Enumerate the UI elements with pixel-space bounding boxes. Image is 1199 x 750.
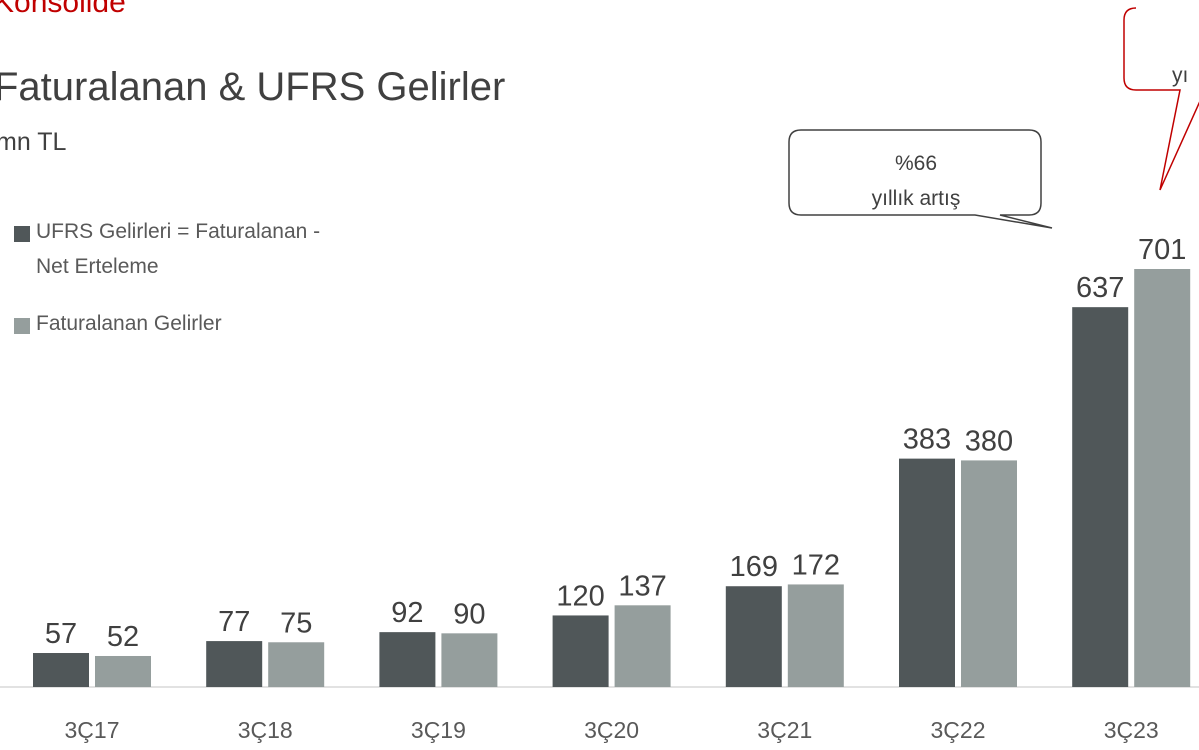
data-label: 57	[45, 618, 77, 650]
data-label: 172	[792, 549, 840, 581]
bar	[899, 458, 955, 687]
data-label: 75	[280, 607, 312, 639]
legend-item: Faturalanan Gelirler	[14, 312, 336, 341]
bar	[725, 586, 782, 687]
legend-swatch	[14, 226, 30, 242]
data-label: 92	[391, 597, 423, 629]
callout	[788, 129, 1053, 229]
bar	[379, 632, 436, 687]
data-label: 90	[453, 598, 485, 630]
bar	[441, 633, 498, 687]
bar	[552, 615, 609, 687]
bar	[268, 642, 325, 687]
data-label: 383	[903, 424, 951, 456]
data-label: 77	[218, 606, 250, 638]
legend-item: UFRS Gelirleri = Faturalanan - Net Ertel…	[14, 220, 336, 284]
callout-text: yı	[1172, 64, 1188, 87]
x-tick-label: 3Ç20	[584, 717, 639, 743]
data-label: 52	[107, 621, 139, 653]
x-tick-label: 3Ç23	[1104, 717, 1159, 743]
chart-subtitle: mn TL	[0, 128, 66, 156]
callout	[1123, 7, 1199, 191]
legend-swatch	[14, 318, 30, 334]
callout-text: yıllık artış	[872, 187, 961, 210]
bar	[787, 584, 844, 687]
bar	[95, 655, 151, 687]
x-tick-label: 3Ç18	[238, 717, 293, 743]
data-label: 701	[1138, 234, 1186, 266]
bar	[206, 641, 263, 687]
bar	[1134, 269, 1191, 687]
legend-label: UFRS Gelirleri = Faturalanan - Net Ertel…	[36, 220, 321, 278]
x-tick-label: 3Ç21	[757, 717, 812, 743]
x-tick-label: 3Ç19	[411, 717, 466, 743]
chart-title: Faturalanan & UFRS Gelirler	[0, 65, 505, 109]
data-label: 380	[965, 425, 1013, 457]
data-label: 137	[618, 570, 666, 602]
header: Konsolide	[0, 0, 126, 19]
data-label: 120	[556, 580, 604, 612]
callout-text: %66	[895, 152, 937, 175]
data-label: 637	[1076, 272, 1124, 304]
bar	[614, 605, 671, 687]
bar	[1072, 307, 1129, 687]
legend-label: Faturalanan Gelirler	[36, 312, 222, 335]
x-tick-label: 3Ç22	[931, 717, 986, 743]
x-tick-label: 3Ç17	[65, 717, 120, 743]
data-label: 169	[730, 551, 778, 583]
bar	[961, 460, 1017, 687]
bar	[33, 653, 89, 687]
